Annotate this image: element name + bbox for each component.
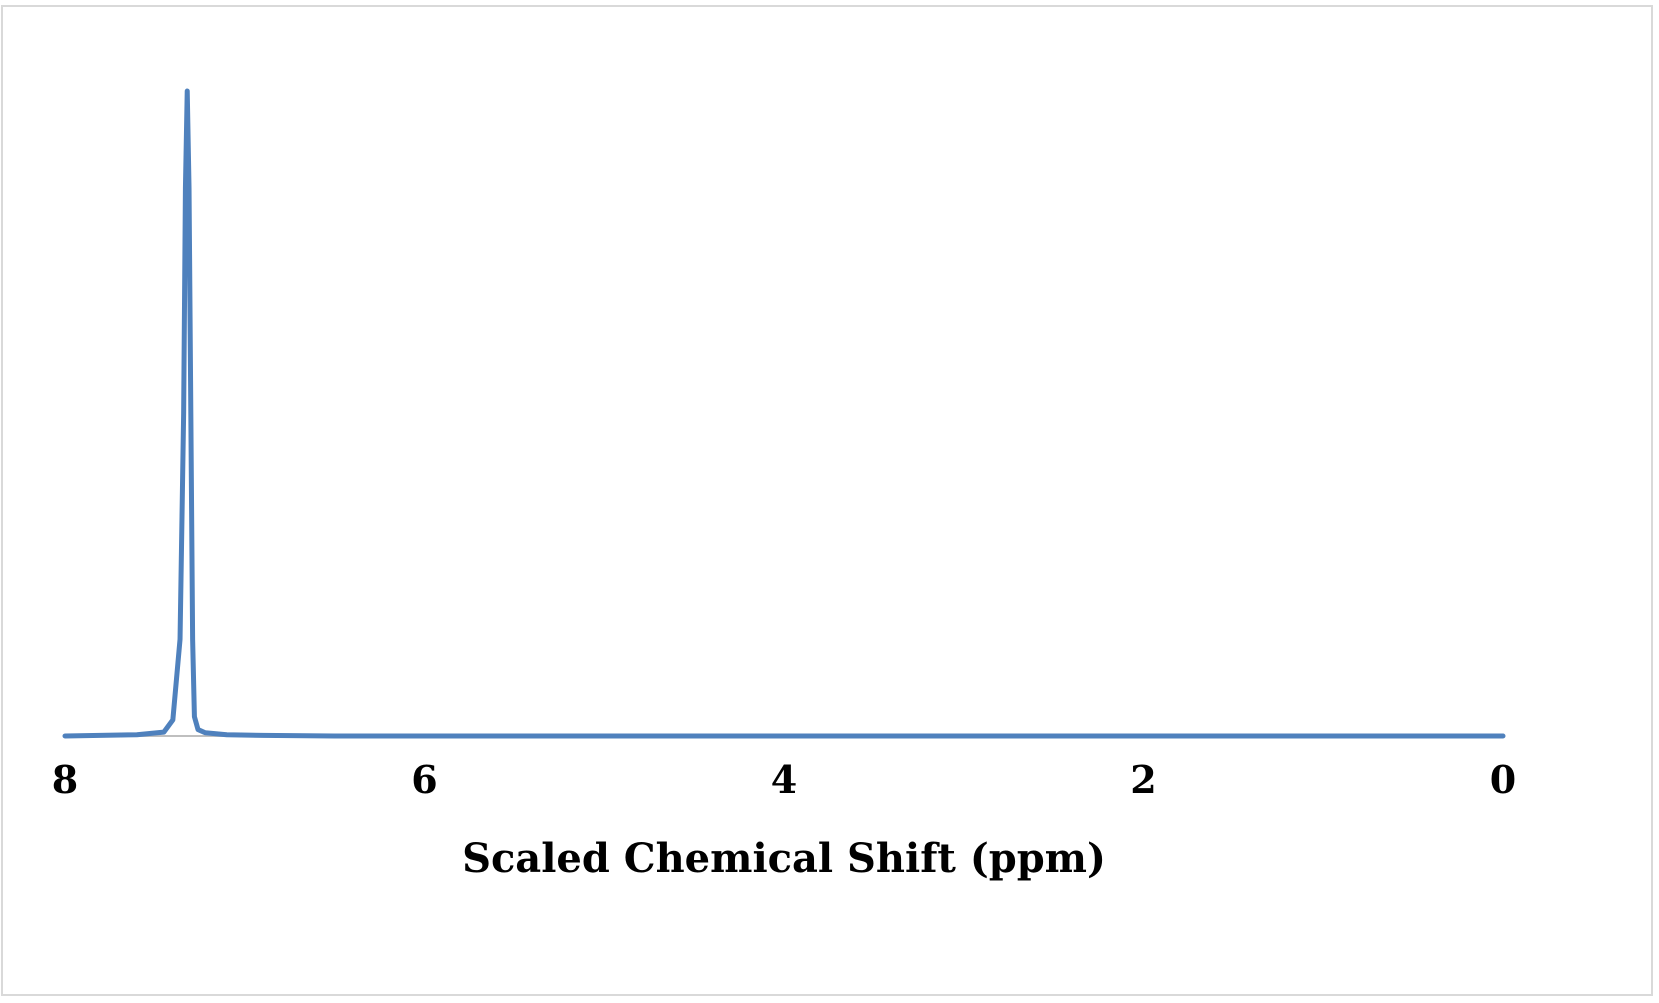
nmr-spectrum-chart: 8 6 4 2 0 Scaled Chemical Shift (ppm): [52, 88, 1516, 882]
x-tick-label: 2: [1130, 757, 1156, 802]
chart-frame: 8 6 4 2 0 Scaled Chemical Shift (ppm): [1, 5, 1653, 996]
x-tick-label: 6: [411, 757, 437, 802]
x-tick-labels: 8 6 4 2 0: [52, 757, 1516, 802]
x-tick-label: 0: [1490, 757, 1516, 802]
x-tick-label: 4: [771, 757, 797, 802]
x-axis-title: Scaled Chemical Shift (ppm): [462, 835, 1106, 882]
series-line-0: [62, 88, 1506, 739]
x-tick-label: 8: [52, 757, 78, 802]
series-layer: [62, 88, 1506, 739]
